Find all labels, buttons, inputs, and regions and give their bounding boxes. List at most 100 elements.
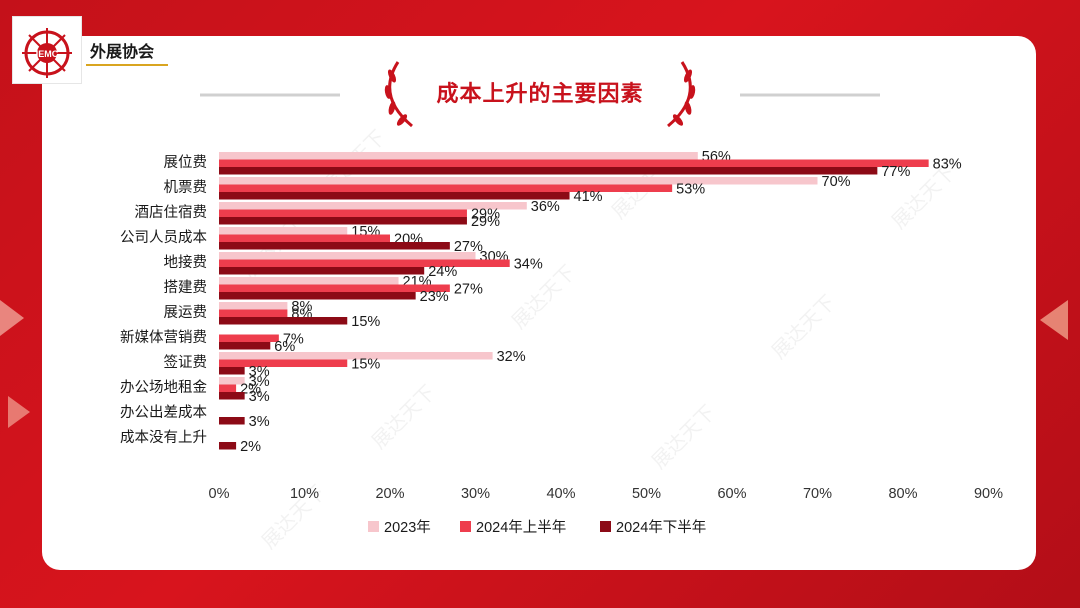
decor-triangle-right <box>1040 300 1068 340</box>
legend-label-2: 2024年下半年 <box>616 519 706 536</box>
data-label-8-1: 15% <box>351 356 380 372</box>
bar-3-1 <box>219 234 390 242</box>
data-label-11-2: 2% <box>240 439 261 455</box>
data-label-8-2: 3% <box>249 364 270 380</box>
bar-4-0 <box>219 252 476 260</box>
category-label-2: 酒店住宿费 <box>135 204 208 221</box>
data-label-1-0: 70% <box>822 174 851 190</box>
category-label-7: 新媒体营销费 <box>120 329 207 346</box>
legend-label-0: 2023年 <box>384 519 431 536</box>
legend-swatch-2 <box>600 521 611 532</box>
bar-3-0 <box>219 227 348 235</box>
x-tick-2: 20% <box>375 486 404 502</box>
bar-10-2 <box>219 417 245 425</box>
data-label-1-1: 53% <box>676 181 705 197</box>
data-label-9-2: 3% <box>249 389 270 405</box>
bar-0-2 <box>219 167 878 175</box>
bar-4-1 <box>219 259 510 267</box>
bar-9-1 <box>219 384 237 392</box>
bar-6-1 <box>219 309 288 317</box>
bar-5-1 <box>219 284 450 292</box>
data-label-1-2: 41% <box>574 189 603 205</box>
data-label-5-1: 27% <box>454 281 483 297</box>
data-label-5-2: 23% <box>420 289 449 305</box>
org-underline <box>86 64 168 66</box>
data-label-2-2: 29% <box>471 214 500 230</box>
bar-8-0 <box>219 352 493 360</box>
category-label-0: 展位费 <box>164 154 208 171</box>
category-label-10: 办公出差成本 <box>120 404 207 421</box>
org-name: 外展协会 <box>90 42 155 61</box>
x-tick-4: 40% <box>546 486 575 502</box>
legend-swatch-1 <box>460 521 471 532</box>
category-labels: 展位费机票费酒店住宿费公司人员成本地接费搭建费展运费新媒体营销费签证费办公场地租… <box>120 154 207 446</box>
bar-1-1 <box>219 184 673 192</box>
category-label-6: 展运费 <box>164 304 208 321</box>
category-label-5: 搭建费 <box>164 279 208 296</box>
bar-9-0 <box>219 377 245 385</box>
bar-3-2 <box>219 242 450 250</box>
legend-label-1: 2024年上半年 <box>476 519 566 536</box>
bar-2-1 <box>219 209 467 217</box>
x-tick-1: 10% <box>290 486 319 502</box>
bar-2-2 <box>219 217 467 225</box>
x-tick-3: 30% <box>461 486 490 502</box>
bar-8-2 <box>219 367 245 375</box>
bar-1-0 <box>219 177 818 185</box>
content-panel <box>42 36 1036 570</box>
bar-8-1 <box>219 359 348 367</box>
data-label-8-0: 32% <box>497 349 526 365</box>
bars-layer: 56% 83%77%70%53%41%36%29%29%15% 20% 27%30% 3… <box>219 149 962 455</box>
bar-6-0 <box>219 302 288 310</box>
legend: 2023年 2024年上半年 2024年下半年 <box>368 519 706 536</box>
data-label-3-2: 27% <box>454 239 483 255</box>
x-axis-ticks: 0% 10% 20% 30% 40% 50% 60% 70% 80% 90% <box>209 486 1004 502</box>
watermark-text-7: 展达天下 <box>647 401 720 474</box>
bar-11-2 <box>219 442 237 450</box>
bar-2-0 <box>219 202 527 210</box>
bar-7-2 <box>219 342 271 350</box>
logo-text: IEMC <box>36 49 59 59</box>
chart-title: 成本上升的主要因素 <box>436 82 644 107</box>
category-label-4: 地接费 <box>164 254 208 271</box>
watermark-text-5: 展达天下 <box>767 291 840 364</box>
legend-swatch-0 <box>368 521 379 532</box>
data-label-0-1: 83% <box>933 156 962 172</box>
bar-7-1 <box>219 334 279 342</box>
x-tick-5: 50% <box>632 486 661 502</box>
watermark-text-6: 展达天下 <box>367 381 440 454</box>
logo: IEMC <box>12 16 82 84</box>
bar-4-2 <box>219 267 425 275</box>
bar-5-2 <box>219 292 416 300</box>
data-label-4-2: 24% <box>428 264 457 280</box>
category-label-11: 成本没有上升 <box>120 429 207 446</box>
category-label-9: 办公场地租金 <box>120 379 207 396</box>
data-label-7-1: 7% <box>283 331 304 347</box>
data-label-6-0: 8% <box>291 299 312 315</box>
title-decoration <box>200 61 880 128</box>
category-label-8: 签证费 <box>164 354 208 371</box>
bar-5-0 <box>219 277 399 285</box>
bar-0-0 <box>219 152 698 160</box>
x-tick-8: 80% <box>888 486 917 502</box>
category-label-1: 机票费 <box>164 179 208 196</box>
bar-0-1 <box>219 159 929 167</box>
data-label-9-0: 3% <box>249 374 270 390</box>
data-label-2-1: 29% <box>471 206 500 222</box>
category-label-3: 公司人员成本 <box>120 229 207 246</box>
data-label-9-1: 2% <box>240 381 261 397</box>
bar-1-2 <box>219 192 570 200</box>
data-label-6-2: 15% <box>351 314 380 330</box>
data-label-4-1: 34% <box>514 256 543 272</box>
x-tick-0: 0% <box>209 486 230 502</box>
bar-9-2 <box>219 392 245 400</box>
logo-emblem-icon: IEMC <box>22 28 72 78</box>
data-label-0-2: 77% <box>881 164 910 180</box>
x-tick-6: 60% <box>717 486 746 502</box>
x-tick-7: 70% <box>803 486 832 502</box>
data-label-7-2: 6% <box>274 339 295 355</box>
decor-triangle-left-bottom <box>8 396 30 428</box>
decor-triangle-left-top <box>0 300 24 336</box>
x-tick-9: 90% <box>974 486 1003 502</box>
